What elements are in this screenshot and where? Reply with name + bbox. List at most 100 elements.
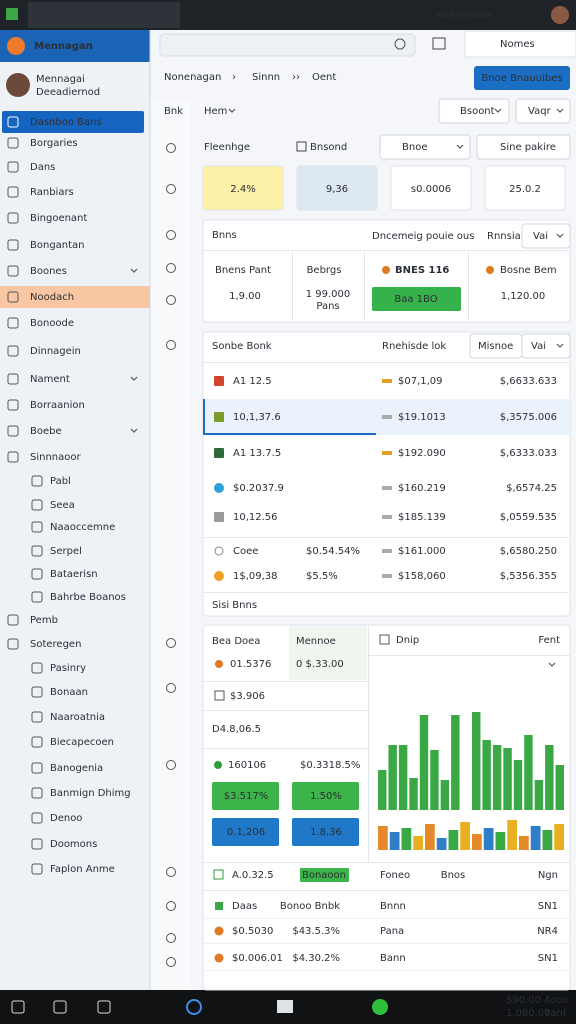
- select-label[interactable]: Vai: [533, 231, 548, 242]
- nav-item[interactable]: Bingoenant: [30, 213, 87, 224]
- blue-button[interactable]: [292, 818, 359, 846]
- row-name[interactable]: A1 13.7.5: [233, 448, 281, 459]
- chevron[interactable]: [228, 108, 236, 113]
- breadcrumb[interactable]: Oent: [312, 72, 336, 83]
- select[interactable]: [476, 134, 571, 160]
- nav-item[interactable]: Seea: [50, 500, 75, 511]
- rail-icon[interactable]: [166, 957, 176, 967]
- row-name[interactable]: Coee: [233, 546, 258, 557]
- nav-item[interactable]: Borraanion: [30, 400, 85, 411]
- chevron[interactable]: [494, 108, 502, 113]
- nav-item[interactable]: Borgaries: [30, 138, 78, 149]
- account-box[interactable]: [464, 30, 576, 58]
- rail-icon[interactable]: [166, 230, 176, 240]
- taskbar-app[interactable]: [277, 1000, 293, 1013]
- rail-icon[interactable]: [166, 143, 176, 153]
- search-icon[interactable]: [394, 38, 406, 50]
- green-button[interactable]: [372, 287, 461, 311]
- nav-item[interactable]: Faplon Anme: [50, 864, 115, 875]
- rail-icon[interactable]: [166, 683, 176, 693]
- nav-item[interactable]: Pemb: [30, 615, 58, 626]
- window-icon[interactable]: [432, 37, 446, 50]
- breadcrumb[interactable]: Nonenagan: [164, 72, 221, 83]
- green-button[interactable]: [212, 782, 279, 810]
- taskbar-icon[interactable]: [53, 1000, 67, 1014]
- nav-item[interactable]: Naaroatnia: [50, 712, 105, 723]
- row-name[interactable]: 1$,09,38: [233, 571, 278, 582]
- select-label[interactable]: Misnoe: [478, 341, 513, 352]
- button-label[interactable]: 0.1,206: [227, 827, 265, 838]
- taskbar-icon[interactable]: [97, 1000, 111, 1014]
- rail-icon[interactable]: [166, 295, 176, 305]
- chevron[interactable]: [556, 108, 564, 113]
- nav-item[interactable]: Boones: [30, 266, 67, 277]
- chevron[interactable]: [130, 268, 138, 273]
- row-name[interactable]: A1 12.5: [233, 376, 272, 387]
- nav-item[interactable]: Biecapecoen: [50, 737, 114, 748]
- taskbar-app[interactable]: [372, 999, 388, 1015]
- chevron[interactable]: [456, 144, 464, 149]
- nav-item[interactable]: Nament: [30, 374, 70, 385]
- nav-item[interactable]: Serpel: [50, 546, 82, 557]
- tab[interactable]: Bnk: [164, 106, 183, 117]
- row-name[interactable]: $0.2037.9: [233, 483, 284, 494]
- rail-icon[interactable]: [166, 933, 176, 943]
- rail-icon[interactable]: [166, 184, 176, 194]
- select-label[interactable]: Vai: [531, 341, 546, 352]
- nav-item[interactable]: Bonaan: [50, 687, 88, 698]
- nav-item[interactable]: Bataerisn: [50, 569, 98, 580]
- rail-icon[interactable]: [166, 263, 176, 273]
- select[interactable]: [521, 223, 571, 249]
- nav-item[interactable]: Boebe: [30, 426, 62, 437]
- nav-item[interactable]: Bongantan: [30, 240, 85, 251]
- rail-icon[interactable]: [166, 638, 176, 648]
- row-name[interactable]: 10,1,37.6: [233, 412, 281, 423]
- nav-selected[interactable]: [2, 111, 144, 133]
- link[interactable]: Sine pakire: [500, 142, 556, 153]
- button-label[interactable]: Bnoe Bnauuibes: [481, 73, 562, 84]
- button-label[interactable]: $3.517%: [224, 791, 269, 802]
- filter-label[interactable]: Bsoont: [460, 106, 495, 117]
- nav-item[interactable]: Dinnagein: [30, 346, 81, 357]
- chevron[interactable]: [548, 662, 556, 667]
- nav-item[interactable]: Naaoccemne: [50, 522, 115, 533]
- button-label[interactable]: 1.50%: [310, 791, 342, 802]
- browser-tab[interactable]: [28, 2, 180, 28]
- breadcrumb[interactable]: Sinnn: [252, 72, 280, 83]
- taskbar-icon[interactable]: [11, 1000, 25, 1014]
- row-name[interactable]: 10,12.56: [233, 512, 278, 523]
- nav-item[interactable]: Doomons: [50, 839, 97, 850]
- select-label[interactable]: Bnoe: [402, 142, 427, 153]
- filter-label[interactable]: Vaqr: [528, 106, 552, 117]
- nav-item[interactable]: Dasnboo Bans: [30, 117, 102, 128]
- nav-item[interactable]: Sinnnaoor: [30, 452, 82, 463]
- nav-item[interactable]: Pasinry: [50, 663, 86, 674]
- chevron[interactable]: [130, 428, 138, 433]
- green-button[interactable]: [292, 782, 359, 810]
- nav-highlight[interactable]: [0, 286, 150, 308]
- nav-item[interactable]: Noodach: [30, 292, 74, 303]
- primary-button[interactable]: [474, 66, 570, 90]
- nav-item[interactable]: Denoo: [50, 813, 82, 824]
- nav-item[interactable]: Soteregen: [30, 639, 81, 650]
- nav-item[interactable]: Banogenia: [50, 763, 103, 774]
- nav-item[interactable]: Bahrbe Boanos: [50, 592, 126, 603]
- nav-item[interactable]: Ranbiars: [30, 187, 74, 198]
- select[interactable]: [379, 134, 471, 160]
- tab[interactable]: Hem: [204, 106, 227, 117]
- taskbar-app[interactable]: [186, 999, 202, 1015]
- button-label[interactable]: 1.8,36: [310, 827, 342, 838]
- button-label[interactable]: Baa 1BO: [394, 294, 437, 305]
- search-input[interactable]: [159, 33, 416, 57]
- chevron[interactable]: [556, 233, 564, 238]
- rail-icon[interactable]: [166, 340, 176, 350]
- chevron[interactable]: [556, 343, 564, 348]
- nav-item[interactable]: Dans: [30, 162, 55, 173]
- rail-icon[interactable]: [166, 867, 176, 877]
- filter[interactable]: [438, 98, 510, 124]
- filter[interactable]: [515, 98, 571, 124]
- rail-icon[interactable]: [166, 760, 176, 770]
- nav-item[interactable]: Pabl: [50, 476, 71, 487]
- chevron[interactable]: [130, 376, 138, 381]
- select[interactable]: [521, 333, 571, 359]
